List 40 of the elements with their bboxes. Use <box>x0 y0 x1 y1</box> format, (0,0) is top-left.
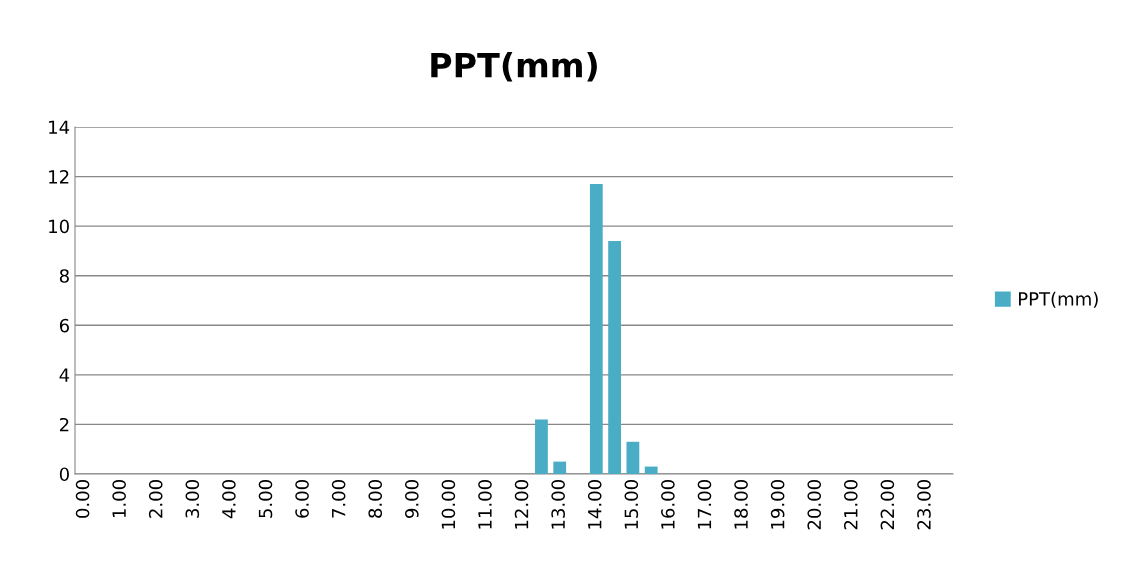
x-tick-label: 17.00 <box>697 480 712 529</box>
legend-label: PPT(mm) <box>1019 291 1098 308</box>
y-tick-label: 8 <box>59 269 69 283</box>
x-tick-label: 2.00 <box>148 480 163 518</box>
y-tick-label: 12 <box>49 170 69 184</box>
x-tick-label: 21.00 <box>843 480 858 530</box>
x-tick-label: 0.00 <box>75 480 90 518</box>
bar <box>644 466 658 474</box>
bar <box>589 184 603 474</box>
x-tick-label: 8.00 <box>368 480 383 518</box>
y-tick-label: 2 <box>59 417 69 432</box>
x-tick-label: 7.00 <box>331 480 346 518</box>
bar <box>553 461 567 474</box>
x-tick-label: 6.00 <box>295 480 309 518</box>
y-tick-label: 4 <box>59 368 70 382</box>
x-tick-label: 4.00 <box>222 480 236 519</box>
bar <box>535 419 548 474</box>
chart-title: PPT(mm) <box>431 51 597 82</box>
y-tick-label: 14 <box>49 120 70 134</box>
x-tick-label: 13.00 <box>551 480 565 529</box>
x-tick-label: 14.00 <box>587 480 602 529</box>
x-tick-label: 12.00 <box>514 480 529 529</box>
x-tick-label: 22.00 <box>880 480 895 530</box>
x-tick-label: 19.00 <box>770 480 785 529</box>
x-tick-label: 16.00 <box>661 480 675 529</box>
bar <box>608 241 622 474</box>
x-tick-label: 1.00 <box>112 480 126 518</box>
y-tick-label: 6 <box>59 318 69 333</box>
x-tick-label: 20.00 <box>807 480 822 530</box>
x-tick-label: 5.00 <box>258 480 273 518</box>
x-tick-label: 11.00 <box>478 480 492 529</box>
x-tick-label: 18.00 <box>734 480 748 529</box>
y-tick-label: 0 <box>59 467 69 482</box>
x-tick-label: 3.00 <box>185 480 200 518</box>
y-tick-label: 10 <box>49 219 69 234</box>
bar <box>626 441 640 474</box>
x-tick-label: 23.00 <box>917 480 931 530</box>
x-tick-label: 9.00 <box>404 480 419 518</box>
x-tick-label: 15.00 <box>624 480 639 529</box>
x-tick-label: 10.00 <box>441 480 456 529</box>
